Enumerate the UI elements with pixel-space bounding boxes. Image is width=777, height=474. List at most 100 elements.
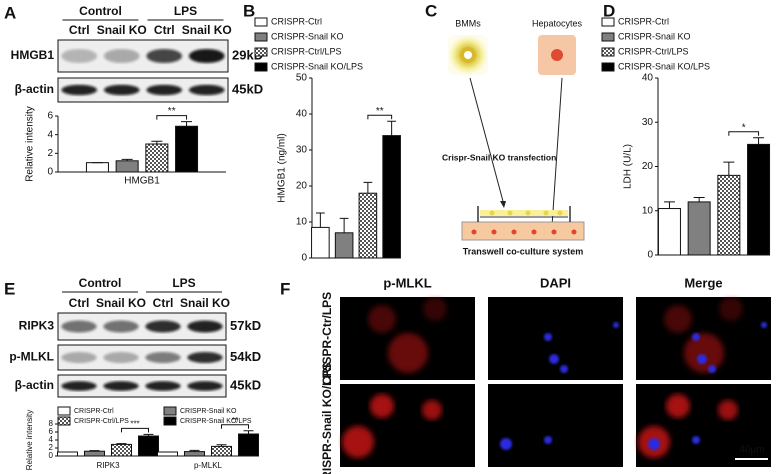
legend-label: CRISPR-Ctrl/LPS	[618, 46, 689, 56]
panel-label: B	[243, 1, 255, 20]
bar	[157, 451, 178, 457]
condition-label: CRISPR-Snail KO/LPS	[320, 362, 334, 474]
y-tick-label: 4	[47, 129, 53, 140]
legend-swatch	[601, 47, 615, 57]
red-signal	[423, 297, 447, 321]
legend-swatch	[601, 32, 615, 42]
nucleus	[697, 354, 707, 364]
nucleus	[500, 438, 512, 450]
error-bar	[693, 196, 705, 202]
error-bar	[143, 433, 154, 436]
error-bar	[315, 212, 325, 228]
y-tick-label: 6	[49, 427, 54, 436]
red-signal	[666, 394, 690, 418]
bar	[334, 232, 354, 259]
red-signal	[368, 305, 396, 333]
legend-swatch	[601, 62, 615, 72]
bar	[145, 143, 169, 173]
blot-band	[103, 381, 139, 391]
y-tick-label: 8	[49, 419, 54, 428]
bar	[184, 451, 205, 457]
bar	[84, 450, 105, 457]
stain-label: Merge	[684, 275, 722, 290]
bar	[57, 451, 78, 457]
panel-label: A	[4, 3, 16, 22]
legend-swatch	[254, 47, 268, 57]
protein-label: β-actin	[15, 82, 54, 96]
blot-band	[61, 320, 97, 333]
y-tick-label: 0	[301, 253, 307, 264]
nucleus	[544, 436, 552, 444]
red-signal	[684, 333, 724, 373]
y-tick-label: 10	[296, 217, 308, 228]
blot-band	[145, 381, 181, 391]
red-signal	[388, 333, 428, 373]
size-label: 45kD	[232, 81, 263, 96]
lane-label: Snail KO	[96, 296, 146, 310]
lane-label: Snail KO	[182, 23, 232, 37]
legend-swatch	[254, 17, 268, 27]
bar	[115, 160, 139, 173]
blot-band	[146, 84, 183, 96]
nucleus	[708, 365, 716, 373]
significance-label: *	[742, 122, 746, 133]
legend-label: CRISPR-Ctrl	[618, 16, 669, 26]
blot-band	[145, 352, 181, 363]
protein-label: HMGB1	[11, 48, 55, 62]
nucleus	[648, 438, 660, 450]
lane-label: Snail KO	[97, 23, 147, 37]
scale-label: 40μm	[739, 445, 764, 456]
red-signal	[342, 426, 374, 458]
system-label: Transwell co-culture system	[463, 246, 584, 256]
nucleus	[692, 333, 700, 341]
bar	[687, 201, 711, 256]
blot-band	[187, 381, 223, 391]
y-tick-label: 0	[49, 451, 54, 460]
bar	[211, 445, 232, 457]
blot-band	[103, 48, 140, 64]
y-axis-label: Relative intensity	[25, 106, 36, 182]
blot-band	[187, 320, 223, 333]
error-bar	[89, 450, 100, 452]
y-tick-label: 20	[642, 161, 654, 172]
y-tick-label: 2	[47, 148, 53, 159]
red-signal	[719, 297, 743, 321]
group-label: LPS	[172, 276, 195, 290]
bar	[138, 435, 159, 457]
error-bar	[363, 181, 373, 194]
error-bar	[723, 161, 735, 176]
legend-label: CRISPR-Snail KO	[180, 408, 237, 415]
y-tick-label: 50	[296, 73, 308, 84]
red-signal	[422, 400, 442, 420]
nucleus	[613, 322, 619, 328]
significance-label: **	[376, 106, 384, 117]
red-signal	[664, 305, 692, 333]
y-axis-label: HMGB1 (ng/ml)	[277, 133, 288, 202]
panel-label: D	[603, 1, 615, 20]
legend-label: CRISPR-Ctrl/LPS	[74, 418, 129, 425]
legend-label: CRISPR-Ctrl	[271, 16, 322, 26]
legend-label: CRISPR-Snail KO	[618, 31, 691, 41]
red-signal	[370, 394, 394, 418]
nucleus	[544, 333, 552, 341]
nucleus	[560, 365, 568, 373]
lane-label: Ctrl	[154, 23, 175, 37]
x-tick-label: HMGB1	[124, 176, 160, 187]
legend-swatch	[57, 406, 71, 416]
blot-band	[187, 352, 223, 363]
lane-label: Ctrl	[153, 296, 174, 310]
cell-label: BMMs	[455, 18, 481, 28]
error-bar	[121, 158, 133, 161]
significance-bracket	[156, 115, 188, 120]
transwell-diagram	[448, 35, 585, 241]
size-label: 45kD	[230, 377, 261, 392]
error-bar	[387, 120, 397, 136]
nucleus	[761, 322, 767, 328]
error-bar	[116, 443, 127, 445]
significance-label: ***	[130, 420, 139, 429]
y-tick-label: 40	[296, 109, 308, 120]
bar	[382, 135, 401, 259]
panel-label: F	[280, 279, 290, 298]
y-axis-label: Relative intensity	[25, 410, 34, 470]
